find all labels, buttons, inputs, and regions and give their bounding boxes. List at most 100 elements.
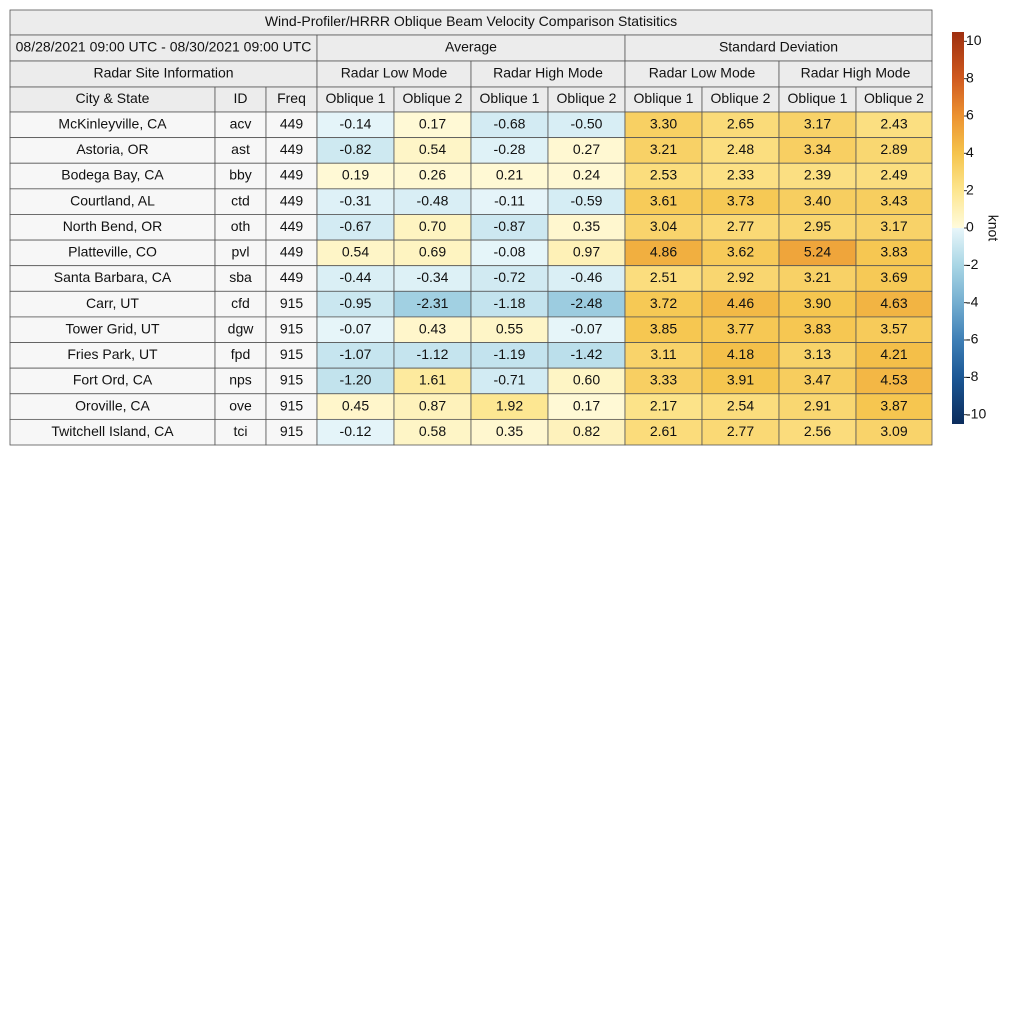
site-info-cell (265, 239, 318, 267)
value: -0.08 (494, 244, 526, 260)
mode-header-cell (624, 60, 780, 88)
value: 3.83 (804, 320, 831, 336)
site-info-cell (9, 162, 216, 190)
site-info: bby (229, 167, 252, 183)
site-info: tci (234, 423, 248, 439)
value-cell (778, 239, 857, 267)
value: 0.21 (496, 167, 523, 183)
column-header-cell (778, 86, 857, 113)
value: 5.24 (804, 244, 831, 260)
value: 2.43 (880, 116, 907, 132)
value: 2.53 (650, 167, 677, 183)
value-cell (624, 239, 703, 267)
site-info-cell (9, 342, 216, 369)
value: 3.13 (804, 346, 831, 362)
column-header-cell (547, 86, 626, 113)
group-header: Radar Site Information (93, 65, 233, 81)
site-info: Astoria, OR (76, 141, 148, 157)
value: 3.83 (880, 244, 907, 260)
value: 2.77 (727, 423, 754, 439)
value: -2.31 (417, 295, 449, 311)
value: 3.87 (880, 397, 907, 413)
site-info: cfd (231, 295, 250, 311)
site-info: Santa Barbara, CA (54, 269, 172, 285)
value-cell (778, 393, 857, 420)
value: 3.47 (804, 372, 831, 388)
value: 2.65 (727, 116, 754, 132)
site-info-cell (214, 265, 267, 292)
value-cell (855, 111, 933, 139)
table-title: Wind-Profiler/HRRR Oblique Beam Velocity… (265, 13, 677, 29)
site-info: Tower Grid, UT (65, 320, 160, 336)
site-info-cell (265, 111, 318, 139)
value-cell (316, 316, 395, 343)
value: 4.21 (880, 346, 907, 362)
column-header-cell (624, 86, 703, 113)
mode-header: Radar Low Mode (341, 65, 448, 81)
value: 3.17 (880, 218, 907, 234)
column-header: Freq (277, 90, 306, 106)
value: -0.67 (340, 218, 372, 234)
value: -0.14 (340, 116, 372, 132)
value: 3.85 (650, 320, 677, 336)
colorbar-tick-label: 6 (966, 107, 974, 123)
column-header-cell (855, 86, 933, 113)
value: 2.39 (804, 167, 831, 183)
site-info: Carr, UT (86, 295, 139, 311)
value-cell (855, 290, 933, 318)
value: 0.55 (496, 320, 523, 336)
colorbar-tick-label: -8 (966, 368, 979, 384)
value: 0.54 (342, 244, 369, 260)
colorbar-tick-label: -4 (966, 293, 979, 309)
mode-header: Radar Low Mode (649, 65, 756, 81)
value-cell (701, 137, 780, 164)
value: 0.17 (573, 397, 600, 413)
value: -0.82 (340, 141, 372, 157)
colorbar-tick-label: -2 (966, 256, 979, 272)
value: -0.50 (571, 116, 603, 132)
value: 3.11 (650, 346, 676, 362)
site-info: 915 (280, 372, 304, 388)
value-cell (701, 342, 780, 369)
column-header: City & State (76, 90, 150, 106)
site-info: 449 (280, 141, 304, 157)
mode-header-cell (316, 60, 472, 88)
value-cell (470, 290, 549, 318)
value: -0.11 (494, 192, 525, 208)
value-cell (778, 290, 857, 318)
value-cell (624, 367, 703, 395)
site-info-cell (265, 162, 318, 190)
value-cell (624, 393, 703, 420)
value: -0.46 (571, 269, 603, 285)
value-cell (393, 290, 472, 318)
value-cell (316, 162, 395, 190)
value-cell (393, 265, 472, 292)
value: 3.91 (727, 372, 754, 388)
value: 3.21 (804, 269, 831, 285)
value: -0.44 (340, 269, 372, 285)
value: 0.43 (419, 320, 446, 336)
value-cell (547, 342, 626, 369)
value: 3.17 (804, 116, 831, 132)
value: 2.95 (804, 218, 831, 234)
value-cell (393, 418, 472, 446)
value: 3.57 (880, 320, 907, 336)
value: -0.34 (417, 269, 449, 285)
value-cell (393, 137, 472, 164)
value: 4.63 (880, 295, 907, 311)
value-cell (547, 111, 626, 139)
site-info-cell (214, 316, 267, 343)
site-info: Fries Park, UT (67, 346, 158, 362)
site-info: 449 (280, 116, 304, 132)
value-cell (855, 418, 933, 446)
value-cell (470, 393, 549, 420)
site-info-cell (214, 367, 267, 395)
value: -0.59 (571, 192, 603, 208)
value: -1.19 (494, 346, 526, 362)
value-cell (624, 214, 703, 241)
site-info: sba (229, 269, 252, 285)
value: 3.90 (804, 295, 831, 311)
column-header-cell (701, 86, 780, 113)
value: -0.68 (494, 116, 526, 132)
site-info-cell (265, 214, 318, 241)
